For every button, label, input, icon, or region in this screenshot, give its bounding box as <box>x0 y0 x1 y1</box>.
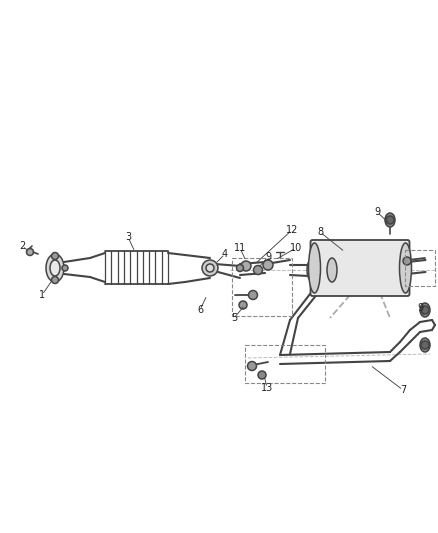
Circle shape <box>206 264 214 272</box>
Circle shape <box>254 265 262 274</box>
Text: 8: 8 <box>317 227 323 237</box>
Bar <box>232 258 292 316</box>
Circle shape <box>421 341 429 349</box>
Circle shape <box>27 248 33 255</box>
Text: 13: 13 <box>261 383 273 393</box>
Circle shape <box>52 253 59 260</box>
Text: 11: 11 <box>234 243 246 253</box>
Circle shape <box>237 264 244 271</box>
Text: 12: 12 <box>286 225 298 235</box>
Circle shape <box>421 306 429 314</box>
Bar <box>245 345 325 383</box>
Circle shape <box>247 361 257 370</box>
Ellipse shape <box>46 254 64 282</box>
Circle shape <box>239 301 247 309</box>
Text: 3: 3 <box>125 232 131 242</box>
Text: 6: 6 <box>197 305 203 315</box>
Text: 5: 5 <box>231 313 237 323</box>
Ellipse shape <box>399 243 411 293</box>
Bar <box>405 250 435 286</box>
Ellipse shape <box>420 338 430 352</box>
Circle shape <box>62 265 68 271</box>
Text: 2: 2 <box>19 241 25 251</box>
Circle shape <box>241 261 251 271</box>
Text: 7: 7 <box>400 385 406 395</box>
Ellipse shape <box>385 213 395 227</box>
Circle shape <box>403 257 411 265</box>
Circle shape <box>386 216 394 224</box>
Ellipse shape <box>420 303 430 317</box>
Circle shape <box>263 260 273 270</box>
Text: 9: 9 <box>374 207 380 217</box>
Text: 10: 10 <box>290 243 302 253</box>
Ellipse shape <box>308 243 321 293</box>
Text: 1: 1 <box>39 290 45 300</box>
FancyBboxPatch shape <box>311 240 410 296</box>
Circle shape <box>202 260 218 276</box>
Ellipse shape <box>327 258 337 282</box>
Text: 9: 9 <box>265 252 271 262</box>
Circle shape <box>258 371 266 379</box>
Ellipse shape <box>50 260 60 276</box>
Circle shape <box>248 290 258 300</box>
Ellipse shape <box>307 259 317 281</box>
Circle shape <box>52 277 59 284</box>
Text: 4: 4 <box>222 249 228 259</box>
Text: 9: 9 <box>417 303 423 313</box>
